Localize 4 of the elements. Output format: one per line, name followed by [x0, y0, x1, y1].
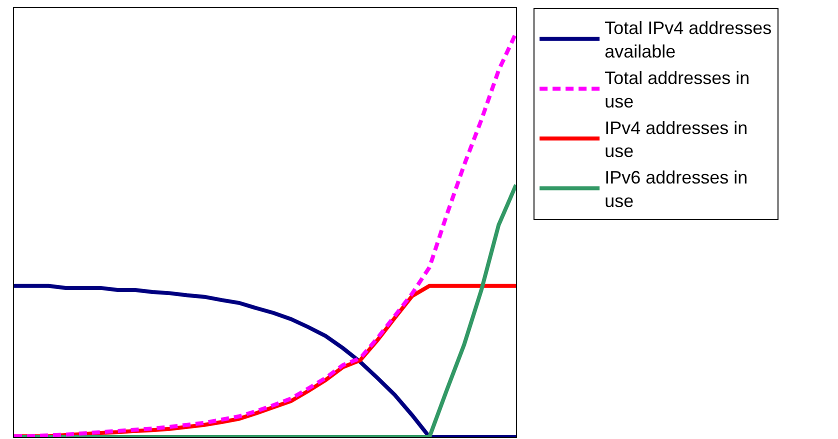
legend-label: Total addresses in use	[604, 68, 750, 112]
legend-label: IPv4 addresses in use	[604, 118, 748, 162]
legend-label: Total IPv4 addresses available	[604, 18, 772, 62]
legend-label: IPv6 addresses in use	[604, 168, 748, 212]
